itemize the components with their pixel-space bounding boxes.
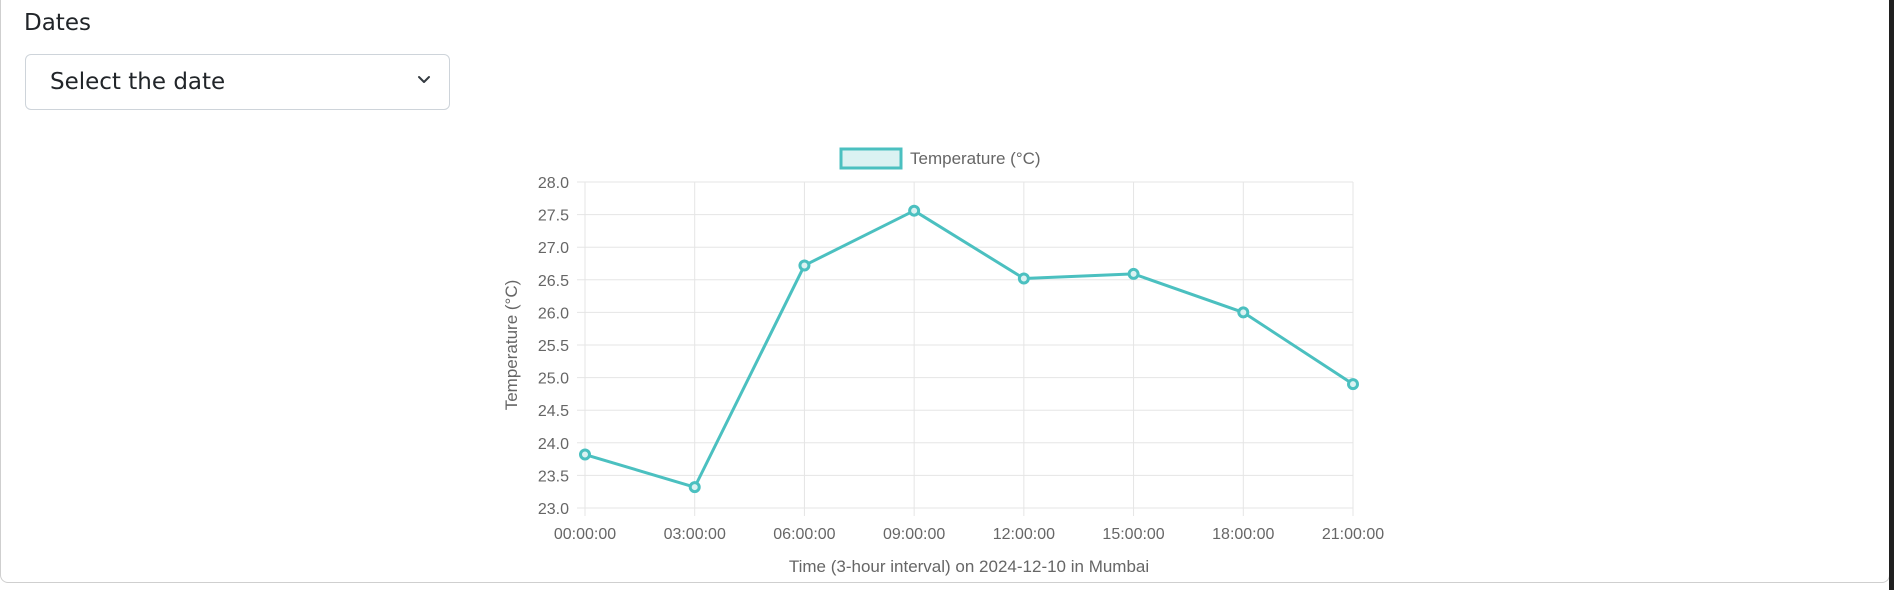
y-tick-label: 27.5: [538, 208, 569, 225]
y-tick-label: 25.0: [538, 371, 569, 388]
y-tick-label: 28.0: [538, 175, 569, 192]
dates-label: Dates: [24, 10, 91, 36]
data-point[interactable]: [908, 204, 921, 217]
x-tick-label: 15:00:00: [1102, 526, 1164, 543]
legend[interactable]: Temperature (°C): [839, 147, 1041, 170]
y-tick-label: 26.0: [538, 305, 569, 322]
x-tick-label: 09:00:00: [883, 526, 945, 543]
data-point[interactable]: [579, 448, 591, 461]
data-point[interactable]: [1347, 378, 1359, 391]
series-temperature: [579, 204, 1359, 494]
legend-swatch: [839, 147, 903, 170]
y-tick-label: 27.0: [538, 240, 569, 257]
series-line: [584, 209, 1354, 489]
data-point[interactable]: [1237, 306, 1250, 319]
chevron-down-icon: [418, 76, 430, 83]
x-tick-label: 21:00:00: [1322, 526, 1384, 543]
x-tick-label: 12:00:00: [993, 526, 1055, 543]
y-tick-label: 24.5: [538, 403, 569, 420]
date-select-value: Select the date: [50, 69, 226, 95]
chart-grid: [577, 181, 1354, 516]
x-tick-label: 18:00:00: [1212, 526, 1274, 543]
date-select[interactable]: Select the date: [25, 54, 450, 110]
x-tick-label: 03:00:00: [664, 526, 726, 543]
y-axis-label: Temperature (°C): [502, 280, 521, 411]
data-point[interactable]: [1127, 267, 1140, 280]
data-point[interactable]: [1017, 272, 1030, 285]
x-tick-label: 06:00:00: [773, 526, 835, 543]
x-axis-ticks: 00:00:00 03:00:00 06:00:00 09:00:00 12:00:00…: [554, 526, 1384, 543]
data-point[interactable]: [688, 481, 701, 494]
y-tick-label: 24.0: [538, 436, 569, 453]
y-tick-label: 25.5: [538, 338, 569, 355]
data-point[interactable]: [798, 259, 811, 272]
y-axis-ticks: 28.0 27.5 27.0 26.5 26.0 25.5 25.0 24.5 24.0 23.5…: [538, 175, 569, 518]
x-axis-label: Time (3-hour interval) on 2024-12-10 in …: [789, 557, 1149, 576]
x-tick-label: 00:00:00: [554, 526, 616, 543]
y-tick-label: 26.5: [538, 273, 569, 290]
legend-label: Temperature (°C): [910, 149, 1041, 168]
y-tick-label: 23.5: [538, 468, 569, 485]
y-tick-label: 23.0: [538, 501, 569, 518]
window-edge: [1889, 0, 1894, 590]
